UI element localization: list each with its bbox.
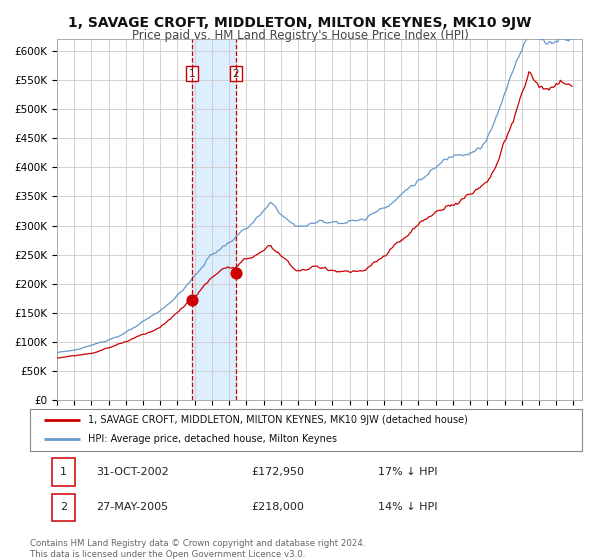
FancyBboxPatch shape xyxy=(30,409,582,451)
Text: £172,950: £172,950 xyxy=(251,467,304,477)
Text: 14% ↓ HPI: 14% ↓ HPI xyxy=(378,502,437,512)
Text: HPI: Average price, detached house, Milton Keynes: HPI: Average price, detached house, Milt… xyxy=(88,435,337,445)
Bar xyxy=(192,39,236,400)
FancyBboxPatch shape xyxy=(52,494,75,521)
Text: 1, SAVAGE CROFT, MIDDLETON, MILTON KEYNES, MK10 9JW: 1, SAVAGE CROFT, MIDDLETON, MILTON KEYNE… xyxy=(68,16,532,30)
Text: 1: 1 xyxy=(60,467,67,477)
Text: Price paid vs. HM Land Registry's House Price Index (HPI): Price paid vs. HM Land Registry's House … xyxy=(131,29,469,42)
Text: 31-OCT-2002: 31-OCT-2002 xyxy=(96,467,169,477)
Point xyxy=(231,269,241,278)
Text: 2: 2 xyxy=(233,68,239,78)
Text: £218,000: £218,000 xyxy=(251,502,304,512)
Text: Contains HM Land Registry data © Crown copyright and database right 2024.
This d: Contains HM Land Registry data © Crown c… xyxy=(30,539,365,559)
Text: 1, SAVAGE CROFT, MIDDLETON, MILTON KEYNES, MK10 9JW (detached house): 1, SAVAGE CROFT, MIDDLETON, MILTON KEYNE… xyxy=(88,415,468,425)
Text: 2: 2 xyxy=(60,502,67,512)
Text: 27-MAY-2005: 27-MAY-2005 xyxy=(96,502,169,512)
Point xyxy=(187,295,197,304)
FancyBboxPatch shape xyxy=(52,459,75,486)
Text: 1: 1 xyxy=(188,68,195,78)
Text: 17% ↓ HPI: 17% ↓ HPI xyxy=(378,467,437,477)
